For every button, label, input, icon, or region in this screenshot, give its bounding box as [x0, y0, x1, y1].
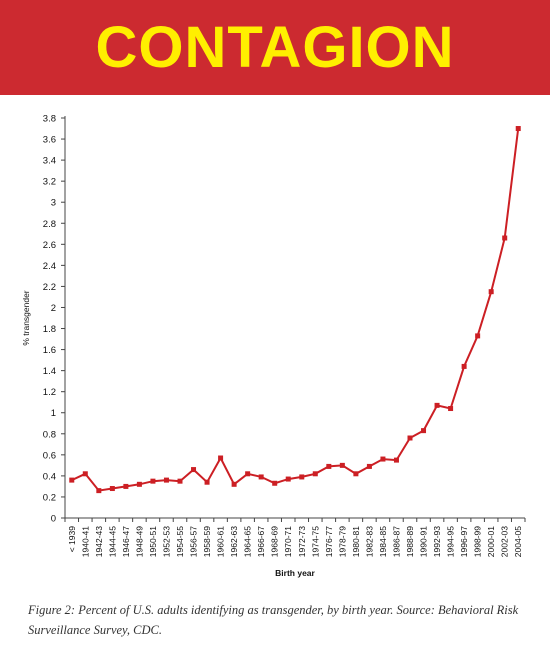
data-point	[163, 477, 169, 483]
y-tick-label: 1.4	[43, 366, 56, 377]
data-point	[448, 406, 454, 412]
x-tick-label: 1998-99	[473, 526, 483, 557]
x-tick-label: 1964-65	[243, 526, 253, 557]
x-tick-label: 1940-41	[80, 526, 90, 557]
data-point	[204, 479, 210, 485]
x-tick-label: 1974-75	[310, 526, 320, 557]
data-point	[272, 480, 278, 486]
x-tick-label: 1970-71	[283, 526, 293, 557]
x-tick-label: 1946-47	[121, 526, 131, 557]
x-axis-label: Birth year	[275, 568, 315, 578]
y-tick-label: 3.2	[43, 177, 56, 188]
x-tick-label: 1984-85	[378, 526, 388, 557]
banner-title: CONTAGION	[95, 14, 455, 80]
y-tick-label: 0	[51, 514, 56, 525]
figure-caption: Figure 2: Percent of U.S. adults identif…	[28, 603, 519, 637]
series-line	[71, 128, 520, 492]
data-point	[191, 467, 197, 473]
x-tick-label: 1952-53	[161, 526, 171, 557]
x-tick-label: 1958-59	[202, 526, 212, 557]
data-point	[123, 483, 129, 489]
x-tick-label: 1994-95	[446, 526, 456, 557]
x-tick-label: 1980-81	[351, 526, 361, 557]
data-point	[502, 235, 508, 241]
data-point	[407, 435, 413, 441]
x-tick-label: 1972-73	[297, 526, 307, 557]
data-point	[339, 462, 345, 468]
y-tick-label: 2	[51, 303, 56, 314]
data-point	[366, 463, 372, 469]
data-point	[515, 126, 521, 132]
data-point	[231, 481, 237, 487]
x-tick-label: 1966-67	[256, 526, 266, 557]
data-point	[353, 471, 359, 477]
data-point	[82, 471, 88, 477]
x-tick-label: 1978-79	[337, 526, 347, 557]
data-point	[150, 478, 156, 484]
x-tick-label: 1990-91	[419, 526, 429, 557]
data-point	[299, 474, 305, 480]
data-point	[109, 486, 115, 492]
x-tick-label: 1960-61	[216, 526, 226, 557]
y-tick-label: 2.6	[43, 240, 56, 251]
x-tick-label: 1942-43	[94, 526, 104, 557]
y-tick-label: 2.4	[43, 261, 56, 272]
y-tick-label: 3.6	[43, 135, 56, 146]
x-tick-label: 2002-03	[500, 526, 510, 557]
y-tick-label: 0.6	[43, 450, 56, 461]
x-tick-label: 1968-69	[270, 526, 280, 557]
chart-area: 0 0.2 0.4 0.6 0.8 1 1.2 1.4 1.6 1.8 2 2.2 2.4 2.6 2.8 3…	[0, 95, 550, 595]
x-tick-label: 1986-87	[391, 526, 401, 557]
y-tick-label: 0.8	[43, 429, 56, 440]
data-point	[475, 333, 481, 339]
y-tick-label: 1.2	[43, 387, 56, 398]
x-tick-label: 1988-89	[405, 526, 415, 557]
x-tick-label: 1962-63	[229, 526, 239, 557]
data-point	[258, 474, 264, 480]
data-point	[245, 471, 251, 477]
x-tick-label: 2004-05	[513, 526, 523, 557]
data-point	[461, 363, 467, 369]
y-tick-label: 3.4	[43, 156, 56, 167]
data-point	[96, 488, 102, 494]
data-point	[177, 478, 183, 484]
y-tick-label: 1	[51, 408, 56, 419]
line-chart: 0 0.2 0.4 0.6 0.8 1 1.2 1.4 1.6 1.8 2 2.2 2.4 2.6 2.8 3…	[21, 114, 526, 578]
data-point	[326, 463, 332, 469]
x-tick-label: 1954-55	[175, 526, 185, 557]
x-tick-label: 1948-49	[134, 526, 144, 557]
x-tick-label: 1996-97	[459, 526, 469, 557]
x-tick-label: 1992-93	[432, 526, 442, 557]
x-tick-label: < 1939	[67, 526, 77, 553]
data-point	[380, 456, 386, 462]
data-point	[434, 402, 440, 408]
y-tick-label: 1.6	[43, 345, 56, 356]
data-point	[285, 476, 291, 482]
x-tick-label: 1976-77	[324, 526, 334, 557]
x-tick-label: 1950-51	[148, 526, 158, 557]
data-point	[218, 455, 224, 461]
x-tick-label: 1982-83	[364, 526, 374, 557]
y-tick-label: 1.8	[43, 324, 56, 335]
data-point	[488, 289, 494, 295]
x-tick-label: 2000-01	[486, 526, 496, 557]
y-tick-label: 2.2	[43, 282, 56, 293]
data-point	[69, 477, 75, 483]
data-point	[393, 457, 399, 463]
y-tick-label: 0.4	[43, 471, 56, 482]
y-axis-label: % transgender	[21, 290, 31, 345]
data-point	[136, 481, 142, 487]
y-tick-label: 3	[51, 198, 56, 209]
x-tick-label: 1944-45	[107, 526, 117, 557]
y-tick-label: 3.8	[43, 114, 56, 125]
y-tick-label: 0.2	[43, 492, 56, 503]
y-tick-label: 2.8	[43, 219, 56, 230]
data-point	[421, 428, 427, 434]
data-point	[312, 471, 318, 477]
title-banner: CONTAGION	[0, 0, 550, 95]
x-tick-label: 1956-57	[189, 526, 199, 557]
